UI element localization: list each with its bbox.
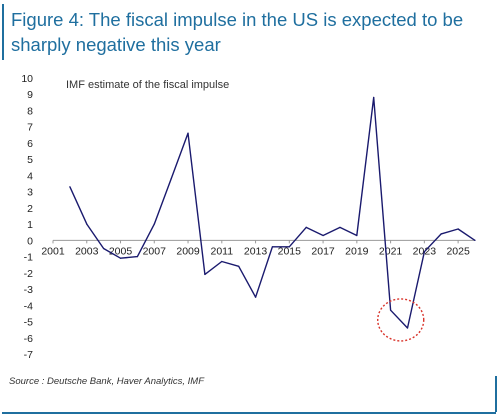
annotation-group [377, 298, 425, 342]
data-point [373, 96, 375, 99]
frame-bottom-border [2, 412, 496, 414]
x-tick-label: 2007 [143, 245, 167, 257]
y-tick-label: 3 [27, 187, 33, 199]
y-tick-label: 0 [27, 235, 33, 247]
y-tick-label: 8 [27, 105, 33, 117]
y-tick-label: 5 [27, 154, 33, 166]
x-tick-label: 2021 [379, 245, 403, 257]
frame-right-border [495, 376, 497, 412]
x-tick-label: 2017 [311, 245, 335, 257]
y-tick-label: 7 [27, 122, 33, 134]
data-point [204, 273, 206, 276]
y-tick-label: -5 [24, 317, 33, 329]
data-point [288, 246, 290, 248]
y-tick-label: 9 [27, 89, 33, 101]
y-tick-label: -4 [24, 300, 33, 312]
x-tick-label: 2019 [345, 245, 369, 257]
x-tick-label: 2005 [109, 245, 133, 257]
data-point [221, 260, 223, 263]
series-group [69, 96, 476, 329]
data-point [440, 233, 442, 235]
y-tick-label: 4 [27, 170, 33, 182]
data-point [356, 234, 358, 237]
data-point [153, 223, 155, 225]
chart-area: IMF estimate of the fiscal impulse 10 9 8 7… [0, 66, 502, 370]
data-point [170, 178, 172, 180]
data-point [339, 226, 341, 228]
data-point [271, 246, 274, 248]
figure-header: Figure 4: The fiscal impulse in the US i… [0, 0, 502, 62]
data-point [305, 226, 307, 228]
data-point [423, 251, 425, 253]
data-point [69, 186, 71, 188]
y-tick-label: 10 [21, 73, 33, 85]
x-tick-label: 2011 [211, 245, 234, 257]
figure-title: Figure 4: The fiscal impulse in the US i… [11, 9, 464, 55]
data-point [457, 228, 459, 230]
data-point [103, 247, 105, 250]
data-point [136, 255, 138, 258]
data-point [187, 132, 189, 134]
data-point [474, 239, 476, 241]
highlight-ellipse [377, 298, 425, 342]
title-accent-bar [2, 4, 4, 60]
x-tick-label: 2001 [41, 245, 65, 257]
x-tick-label: 2015 [278, 245, 302, 257]
source-note: Source : Deutsche Bank, Haver Analytics,… [9, 376, 205, 387]
data-point [119, 257, 122, 259]
data-point [238, 265, 240, 267]
x-axis: 2001 2003 2005 2007 2009 2011 2013 2015 2017 2019… [41, 239, 475, 257]
x-tick-label: 2025 [446, 245, 470, 257]
x-tick-label: 2013 [244, 245, 268, 257]
data-point [390, 309, 392, 311]
data-point [406, 327, 409, 329]
chart-title: IMF estimate of the fiscal impulse [66, 79, 229, 91]
x-tick-label: 2009 [176, 245, 200, 257]
line-chart: IMF estimate of the fiscal impulse 10987… [21, 73, 476, 361]
x-tick-label: 2003 [75, 245, 99, 257]
y-tick-label: 6 [27, 138, 33, 150]
series-line [69, 96, 476, 329]
y-tick-label: -1 [24, 252, 33, 264]
data-point [86, 223, 88, 225]
y-tick-label: -2 [24, 268, 33, 280]
y-tick-label: 2 [27, 203, 33, 215]
y-tick-label: -7 [24, 349, 33, 361]
y-tick-label: -3 [24, 284, 33, 296]
y-tick-label: -6 [24, 333, 33, 345]
y-tick-label: 1 [27, 219, 33, 231]
data-point [322, 234, 324, 237]
data-point [254, 296, 257, 298]
